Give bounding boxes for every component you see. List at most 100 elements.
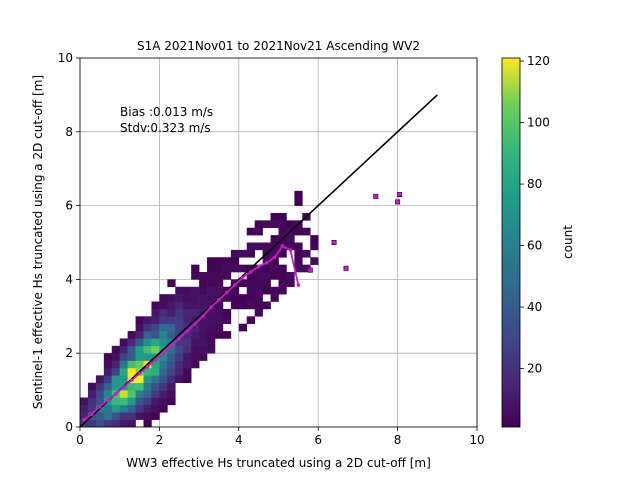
density-cell: [111, 404, 120, 413]
density-cell: [230, 264, 240, 273]
density-cell: [270, 286, 279, 295]
density-cell: [143, 338, 152, 347]
density-cell: [143, 345, 152, 354]
density-cell: [278, 249, 287, 258]
density-cell: [143, 353, 152, 361]
density-cell: [135, 382, 144, 391]
density-cell: [175, 286, 184, 295]
density-cell: [254, 301, 263, 310]
density-cell: [103, 353, 113, 361]
binned-mean-point: [185, 329, 189, 333]
binned-mean-point: [161, 351, 166, 356]
density-cell: [214, 257, 224, 265]
density-cell: [183, 367, 192, 376]
density-cell: [302, 227, 311, 236]
density-cell: [262, 279, 271, 288]
density-cell: [151, 412, 160, 420]
density-cell: [286, 242, 295, 251]
density-cell: [159, 367, 168, 376]
binned-mean-point: [209, 305, 213, 309]
density-cell: [159, 404, 168, 413]
plot-frame: [79, 57, 478, 428]
density-cell: [167, 294, 176, 302]
density-cell: [167, 360, 176, 369]
density-cell: [191, 301, 200, 310]
density-cell: [143, 404, 152, 413]
density-cell: [135, 404, 144, 413]
density-cell: [222, 257, 232, 265]
binned-mean-point: [153, 358, 158, 362]
x-tick-label: 6: [314, 433, 322, 447]
density-cell: [199, 345, 208, 354]
density-cell: [151, 404, 160, 413]
density-cell: [119, 397, 128, 406]
density-cell: [127, 360, 136, 369]
density-cell: [143, 367, 152, 376]
density-cell: [135, 412, 144, 420]
density-cell: [238, 294, 248, 302]
density-cell: [127, 367, 136, 376]
binned-mean-point: [105, 398, 110, 403]
density-cell: [135, 338, 144, 347]
binned-mean-point: [280, 244, 285, 248]
density-cell: [222, 331, 232, 339]
density-cell: [199, 331, 208, 339]
binned-mean-point: [272, 255, 277, 260]
y-tick-label: 6: [65, 199, 73, 213]
density-heatmap: [80, 190, 319, 427]
density-cell: [246, 279, 255, 288]
density-cell: [127, 338, 136, 347]
density-cell: [167, 323, 176, 332]
density-cell: [127, 345, 136, 354]
density-cell: [270, 294, 279, 302]
density-cell: [119, 338, 128, 347]
density-cell: [119, 367, 128, 376]
density-cell: [254, 272, 263, 280]
binned-mean-point: [201, 314, 205, 319]
binned-mean-point: [256, 264, 261, 269]
density-cell: [286, 235, 295, 243]
x-tick-label: 10: [469, 433, 484, 447]
density-cell: [246, 227, 255, 236]
density-cell: [214, 286, 224, 295]
density-cell: [222, 316, 232, 324]
density-cell: [151, 382, 160, 391]
y-tick-label: 10: [58, 51, 73, 65]
density-cell: [135, 331, 144, 339]
density-cell: [214, 301, 224, 310]
density-cell: [230, 301, 240, 310]
density-cell: [87, 390, 97, 398]
density-cell: [167, 301, 176, 310]
density-cell: [143, 419, 152, 427]
density-cell: [238, 323, 248, 332]
x-tick-label: 4: [235, 433, 243, 447]
density-cell: [230, 257, 240, 265]
density-cell: [135, 397, 144, 406]
density-cell: [175, 323, 184, 332]
density-cell: [143, 412, 152, 420]
binned-mean-point: [145, 365, 150, 369]
density-cell: [286, 220, 295, 229]
density-cell: [294, 227, 303, 236]
density-cell: [270, 220, 279, 229]
density-cell: [222, 308, 232, 317]
binned-mean-point: [90, 412, 94, 416]
colorbar-tick-label: 40: [527, 300, 542, 314]
binned-mean-point: [288, 248, 293, 252]
density-cell: [135, 316, 144, 324]
colorbar-tick-label: 20: [527, 362, 542, 376]
density-cell: [80, 412, 89, 420]
density-cell: [270, 235, 279, 243]
density-cell: [183, 338, 192, 347]
y-tick-label: 2: [65, 346, 73, 360]
density-cell: [254, 220, 263, 229]
density-cell: [199, 338, 208, 347]
density-cell: [262, 272, 271, 280]
y-tick-label: 8: [65, 125, 73, 139]
density-cell: [175, 360, 184, 369]
density-cell: [111, 353, 120, 361]
density-cell: [159, 397, 168, 406]
density-cell: [111, 375, 120, 384]
density-cell: [262, 286, 271, 295]
density-cell: [199, 316, 208, 324]
